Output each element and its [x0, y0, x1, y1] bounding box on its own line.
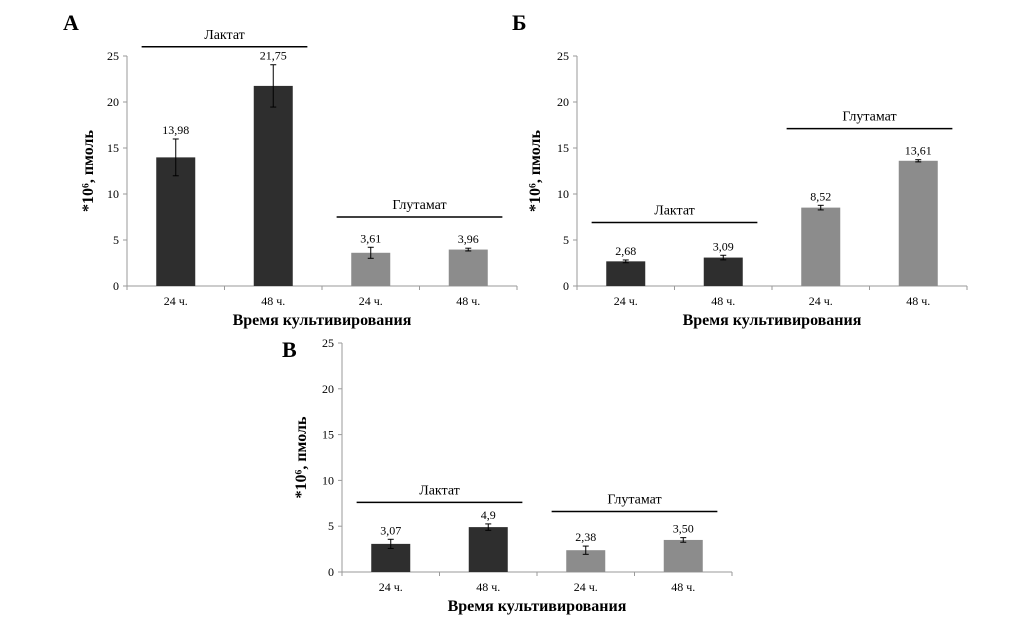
- bar-glutamate: [663, 539, 703, 572]
- bar-glutamate: [801, 207, 841, 286]
- group-bracket-label: Глутамат: [842, 110, 896, 125]
- error-bar: [680, 537, 687, 543]
- value-label: 3,09: [713, 239, 734, 253]
- chart-panel-2: Б 0 5 10 15 20 25 2,68 24 ч. 3,09 48 ч. 8,52 24 ч. 13…: [512, 10, 968, 329]
- group-bracket-label: Глутамат: [392, 198, 446, 213]
- chart-panel-1: А 0 5 10 15 20 25 13,98 24 ч. 21,75 48 ч. 3,61 24 ч.…: [63, 10, 518, 329]
- error-bar: [172, 138, 179, 177]
- bar-lactate: [606, 261, 646, 286]
- value-label: 3,96: [458, 232, 479, 246]
- value-label: 3,61: [360, 231, 381, 245]
- error-bar: [622, 259, 629, 264]
- error-bar: [387, 538, 394, 549]
- panel-letter: А: [63, 10, 79, 35]
- chart-panel-3: В 0 5 10 15 20 25 3,07 24 ч. 4,9 48 ч. 2,38 24 ч. 3,5…: [282, 336, 733, 615]
- x-tick-label: 24 ч.: [379, 580, 403, 594]
- y-tick-label: 5: [113, 233, 119, 247]
- y-axis-title: *10⁶, пмоль: [80, 130, 97, 212]
- x-tick-label: 48 ч.: [476, 580, 500, 594]
- bar-glutamate: [898, 160, 938, 286]
- x-tick-label: 24 ч.: [164, 294, 188, 308]
- y-tick-label: 20: [322, 382, 334, 396]
- y-tick-label: 5: [563, 233, 569, 247]
- y-tick-label: 15: [557, 141, 569, 155]
- error-bar: [582, 545, 589, 555]
- y-tick-label: 15: [107, 141, 119, 155]
- error-bar: [485, 523, 492, 531]
- y-tick-label: 10: [557, 187, 569, 201]
- bar-lactate: [156, 157, 196, 286]
- bar-lactate: [253, 85, 293, 287]
- value-label: 13,98: [162, 123, 189, 137]
- group-bracket-label: Лактат: [204, 28, 245, 43]
- x-tick-label: 24 ч.: [809, 294, 833, 308]
- x-tick-label: 48 ч.: [711, 294, 735, 308]
- bar-lactate: [468, 527, 508, 572]
- x-tick-label: 24 ч.: [574, 580, 598, 594]
- bar-glutamate: [448, 249, 488, 286]
- error-bar: [915, 159, 922, 163]
- panel-letter: Б: [512, 10, 527, 35]
- bar-lactate: [703, 257, 743, 286]
- value-label: 21,75: [260, 49, 287, 63]
- error-bar: [270, 64, 277, 108]
- x-tick-label: 24 ч.: [359, 294, 383, 308]
- y-tick-label: 10: [107, 187, 119, 201]
- y-tick-label: 0: [328, 565, 334, 579]
- x-tick-label: 24 ч.: [614, 294, 638, 308]
- bar-glutamate: [566, 550, 606, 572]
- error-bar: [465, 247, 472, 252]
- group-bracket-label: Глутамат: [607, 493, 661, 508]
- y-tick-label: 25: [557, 49, 569, 63]
- y-tick-label: 10: [322, 473, 334, 487]
- x-axis-title: Время культивирования: [448, 598, 627, 615]
- panel-letter: В: [282, 337, 297, 362]
- value-label: 2,38: [575, 530, 596, 544]
- error-bar: [817, 204, 824, 211]
- group-bracket-label: Лактат: [419, 483, 460, 498]
- y-axis-title: *10⁶, пмоль: [293, 416, 310, 498]
- y-tick-label: 20: [557, 95, 569, 109]
- y-tick-label: 5: [328, 519, 334, 533]
- x-tick-label: 48 ч.: [906, 294, 930, 308]
- y-tick-label: 0: [113, 279, 119, 293]
- y-tick-label: 20: [107, 95, 119, 109]
- x-tick-label: 48 ч.: [456, 294, 480, 308]
- error-bar: [367, 246, 374, 259]
- value-label: 8,52: [810, 189, 831, 203]
- value-label: 2,68: [615, 244, 636, 258]
- y-tick-label: 15: [322, 428, 334, 442]
- value-label: 3,07: [380, 523, 401, 537]
- y-axis-title: *10⁶, пмоль: [527, 130, 544, 212]
- y-tick-label: 25: [322, 336, 334, 350]
- x-axis-title: Время культивирования: [683, 312, 862, 329]
- group-bracket-label: Лактат: [654, 204, 695, 219]
- x-axis-title: Время культивирования: [233, 312, 412, 329]
- value-label: 13,61: [905, 144, 932, 158]
- value-label: 3,50: [673, 522, 694, 536]
- y-tick-label: 25: [107, 49, 119, 63]
- value-label: 4,9: [481, 508, 496, 522]
- x-tick-label: 48 ч.: [671, 580, 695, 594]
- y-tick-label: 0: [563, 279, 569, 293]
- error-bar: [720, 254, 727, 261]
- x-tick-label: 48 ч.: [261, 294, 285, 308]
